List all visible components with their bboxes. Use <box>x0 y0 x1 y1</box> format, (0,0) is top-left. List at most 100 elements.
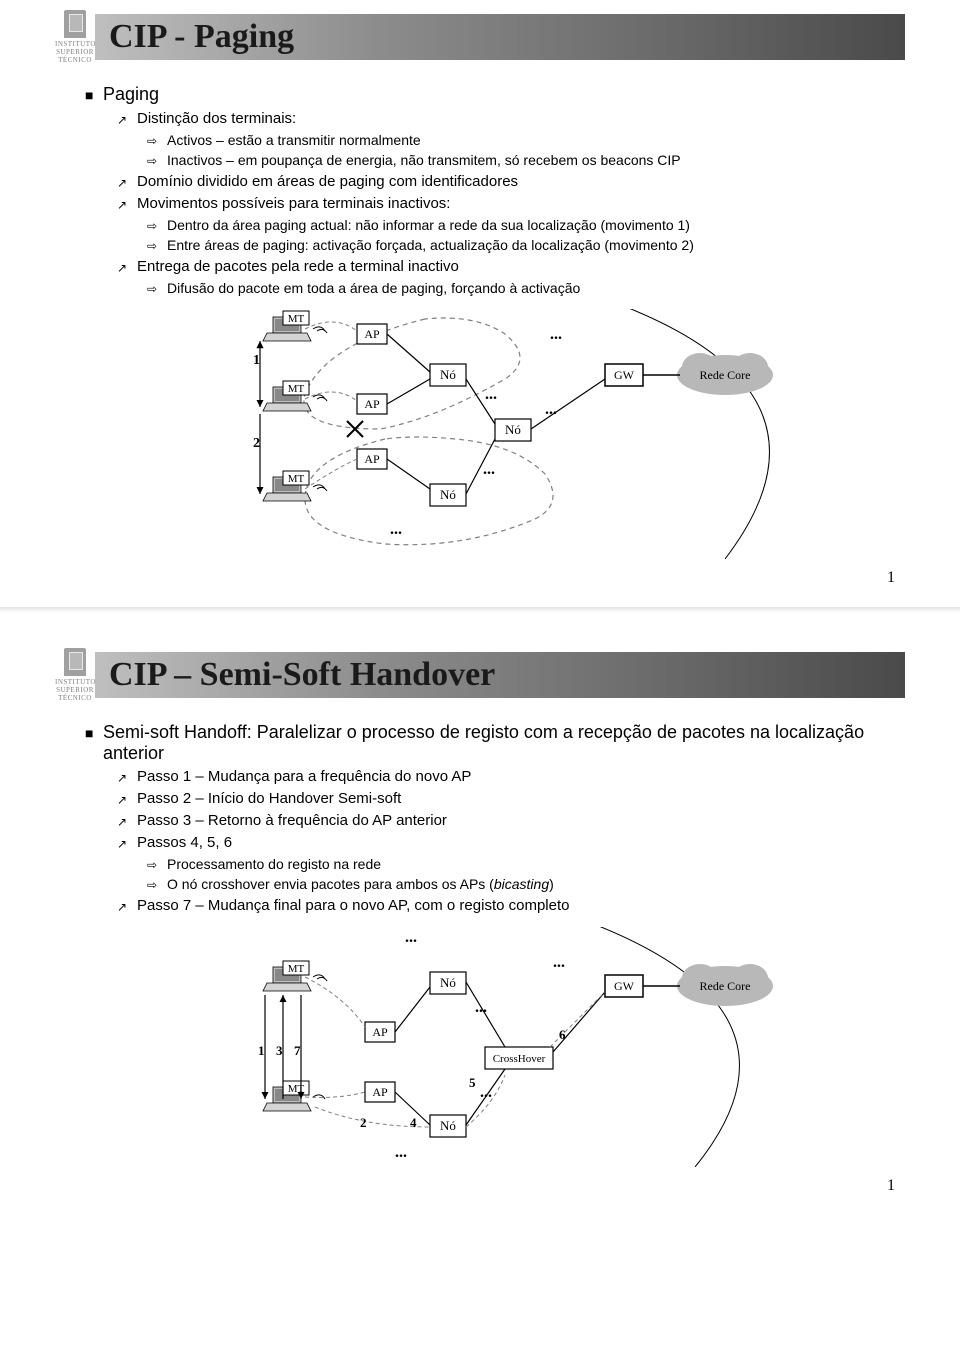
bullet-text: Movimentos possíveis para terminais inac… <box>137 195 450 212</box>
page-separator <box>0 607 960 618</box>
bullet: ↗Passo 3 – Retorno à frequência do AP an… <box>117 812 895 832</box>
bullet: ⇨Processamento do registo na rede <box>147 856 895 875</box>
mt-label: MT <box>288 1083 305 1095</box>
link-line <box>387 334 430 372</box>
bullet: ↗Passos 4, 5, 6 <box>117 834 895 854</box>
dots-label: ... <box>480 1084 492 1101</box>
ap-label: AP <box>364 452 380 466</box>
link-line <box>395 987 430 1032</box>
radio-wave-icon <box>313 485 327 491</box>
bullet: ⇨Activos – estão a transmitir normalment… <box>147 132 895 151</box>
arrow-icon: ↗ <box>117 812 137 832</box>
ap-label: AP <box>372 1025 388 1039</box>
radio-wave-icon <box>313 327 327 333</box>
bullet-text: Semi-soft Handoff: Paralelizar o process… <box>103 722 895 764</box>
cloud-icon: Rede Core <box>677 353 773 395</box>
arrow-icon: ↗ <box>117 897 137 917</box>
gw-label: GW <box>614 368 635 382</box>
cloud-icon: Rede Core <box>677 964 773 1006</box>
dots-label: ... <box>405 929 417 946</box>
logo-icon <box>64 648 86 676</box>
bullet-text: Inactivos – em poupança de energia, não … <box>167 152 681 168</box>
mt-label: MT <box>288 383 305 395</box>
mt-label: MT <box>288 313 305 325</box>
title-bar: CIP – Semi-Soft Handover <box>95 652 905 698</box>
logo-icon <box>64 10 86 38</box>
bullet-text: Distinção dos terminais: <box>137 110 296 127</box>
arrow-icon: ↗ <box>117 834 137 854</box>
step-label: 6 <box>559 1027 566 1042</box>
arrow-icon: ↗ <box>117 768 137 788</box>
radio-link <box>305 392 357 401</box>
ap-label: AP <box>364 397 380 411</box>
mt-label: MT <box>288 473 305 485</box>
bullet: ■Paging <box>85 84 895 106</box>
bullet-marker-icon: ■ <box>85 722 103 744</box>
slide-content: ■Paging ↗Distinção dos terminais: ⇨Activ… <box>55 74 905 559</box>
ap-label: AP <box>364 327 380 341</box>
arrow-icon: ⇨ <box>147 876 167 895</box>
slide-title: CIP - Paging <box>109 18 294 56</box>
bullet-text: Processamento do registo na rede <box>167 856 381 872</box>
arrow-icon: ↗ <box>117 790 137 810</box>
boundary-arc <box>575 927 739 1167</box>
arrow-icon: ⇨ <box>147 217 167 236</box>
move-label: 1 <box>253 353 260 368</box>
dots-label: ... <box>545 401 557 418</box>
dots-label: ... <box>553 954 565 971</box>
bullet-text: Passo 2 – Início do Handover Semi-soft <box>137 790 401 807</box>
slide-paging: INSTITUTO SUPERIOR TÉCNICO CIP - Paging … <box>55 0 905 587</box>
radio-wave-icon <box>313 395 327 401</box>
arrow-icon: ⇨ <box>147 280 167 299</box>
link-line <box>387 459 430 489</box>
step-label: 2 <box>360 1115 367 1130</box>
bullet-text: Passo 7 – Mudança final para o novo AP, … <box>137 897 569 914</box>
bullet: ↗Entrega de pacotes pela rede a terminal… <box>117 258 895 278</box>
slide-title: CIP – Semi-Soft Handover <box>109 656 495 694</box>
title-bar: CIP - Paging <box>95 14 905 60</box>
logo: INSTITUTO SUPERIOR TÉCNICO <box>55 648 95 702</box>
slide-handover: INSTITUTO SUPERIOR TÉCNICO CIP – Semi-So… <box>55 638 905 1195</box>
boundary-arc <box>605 309 769 559</box>
bullet: ⇨O nó crosshover envia pacotes para ambo… <box>147 876 895 895</box>
arrow-icon: ↗ <box>117 258 137 278</box>
bullet: ↗Domínio dividido em áreas de paging com… <box>117 173 895 193</box>
step-label: 4 <box>410 1115 417 1130</box>
arrow-icon: ⇨ <box>147 856 167 875</box>
bullet: ⇨Difusão do pacote em toda a área de pag… <box>147 280 895 299</box>
node-label: Nó <box>440 487 456 502</box>
step-label: 5 <box>469 1075 476 1090</box>
arrow-icon: ⇨ <box>147 132 167 151</box>
radio-link <box>305 459 357 489</box>
move-label: 2 <box>253 436 260 451</box>
logo-text: INSTITUTO SUPERIOR TÉCNICO <box>55 40 95 64</box>
radio-link <box>305 322 357 331</box>
bullet: ↗Distinção dos terminais: <box>117 110 895 130</box>
dots-label: ... <box>485 386 497 403</box>
bullet: ■Semi-soft Handoff: Paralelizar o proces… <box>85 722 895 764</box>
node-label: Nó <box>440 367 456 382</box>
handover-diagram: Nó Nó CrossHover AP AP GW <box>205 927 905 1167</box>
node-label: Nó <box>505 422 521 437</box>
bullet: ↗Passo 7 – Mudança final para o novo AP,… <box>117 897 895 917</box>
radio-link <box>305 977 365 1027</box>
cloud-label: Rede Core <box>700 979 751 993</box>
radio-wave-icon <box>313 975 327 981</box>
diagram-svg: Nó Nó Nó AP AP AP GW <box>205 309 885 559</box>
node-label: Nó <box>440 975 456 990</box>
dots-label: ... <box>483 461 495 478</box>
link-line <box>553 992 605 1052</box>
link-line <box>387 379 430 404</box>
node-label: Nó <box>440 1118 456 1133</box>
bullet-text: Passos 4, 5, 6 <box>137 834 232 851</box>
step-label: 1 <box>258 1043 265 1058</box>
bullet-text: O nó crosshover envia pacotes para ambos… <box>167 876 554 892</box>
arrow-icon: ⇨ <box>147 152 167 171</box>
mt-label: MT <box>288 963 305 975</box>
bullet-text: Difusão do pacote em toda a área de pagi… <box>167 280 580 296</box>
bullet: ↗Movimentos possíveis para terminais ina… <box>117 195 895 215</box>
arrow-icon: ↗ <box>117 195 137 215</box>
dots-label: ... <box>550 326 562 343</box>
bullet: ↗Passo 1 – Mudança para a frequência do … <box>117 768 895 788</box>
arrow-icon: ↗ <box>117 110 137 130</box>
